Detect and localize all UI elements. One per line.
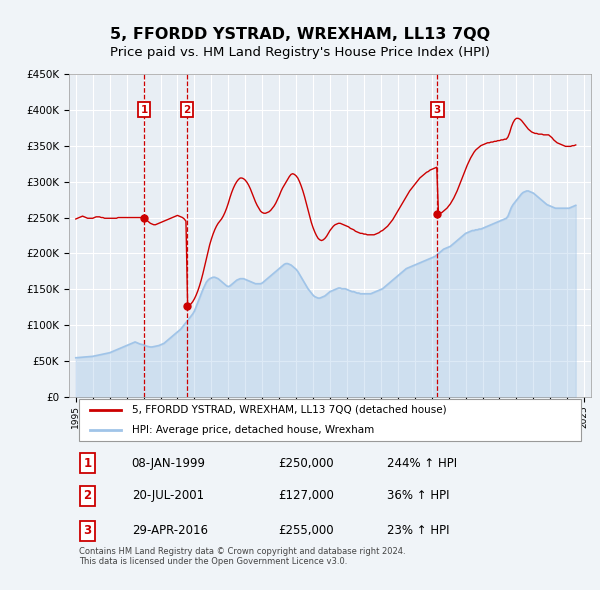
Text: 2: 2 <box>83 489 91 502</box>
Text: 1: 1 <box>140 104 148 114</box>
Text: 1: 1 <box>83 457 91 470</box>
Text: Contains HM Land Registry data © Crown copyright and database right 2024.
This d: Contains HM Land Registry data © Crown c… <box>79 546 406 566</box>
Text: 23% ↑ HPI: 23% ↑ HPI <box>388 524 450 537</box>
Text: Price paid vs. HM Land Registry's House Price Index (HPI): Price paid vs. HM Land Registry's House … <box>110 46 490 59</box>
Text: 2: 2 <box>183 104 190 114</box>
Text: 08-JAN-1999: 08-JAN-1999 <box>131 457 206 470</box>
Text: HPI: Average price, detached house, Wrexham: HPI: Average price, detached house, Wrex… <box>131 425 374 435</box>
Text: £127,000: £127,000 <box>278 489 334 502</box>
Text: 3: 3 <box>83 524 91 537</box>
Text: 3: 3 <box>434 104 441 114</box>
Text: 20-JUL-2001: 20-JUL-2001 <box>131 489 204 502</box>
Text: 5, FFORDD YSTRAD, WREXHAM, LL13 7QQ (detached house): 5, FFORDD YSTRAD, WREXHAM, LL13 7QQ (det… <box>131 405 446 415</box>
FancyBboxPatch shape <box>79 399 581 441</box>
Text: 244% ↑ HPI: 244% ↑ HPI <box>388 457 458 470</box>
Text: 29-APR-2016: 29-APR-2016 <box>131 524 208 537</box>
Text: 5, FFORDD YSTRAD, WREXHAM, LL13 7QQ: 5, FFORDD YSTRAD, WREXHAM, LL13 7QQ <box>110 27 490 41</box>
Text: £255,000: £255,000 <box>278 524 334 537</box>
Text: 36% ↑ HPI: 36% ↑ HPI <box>388 489 450 502</box>
Text: £250,000: £250,000 <box>278 457 334 470</box>
